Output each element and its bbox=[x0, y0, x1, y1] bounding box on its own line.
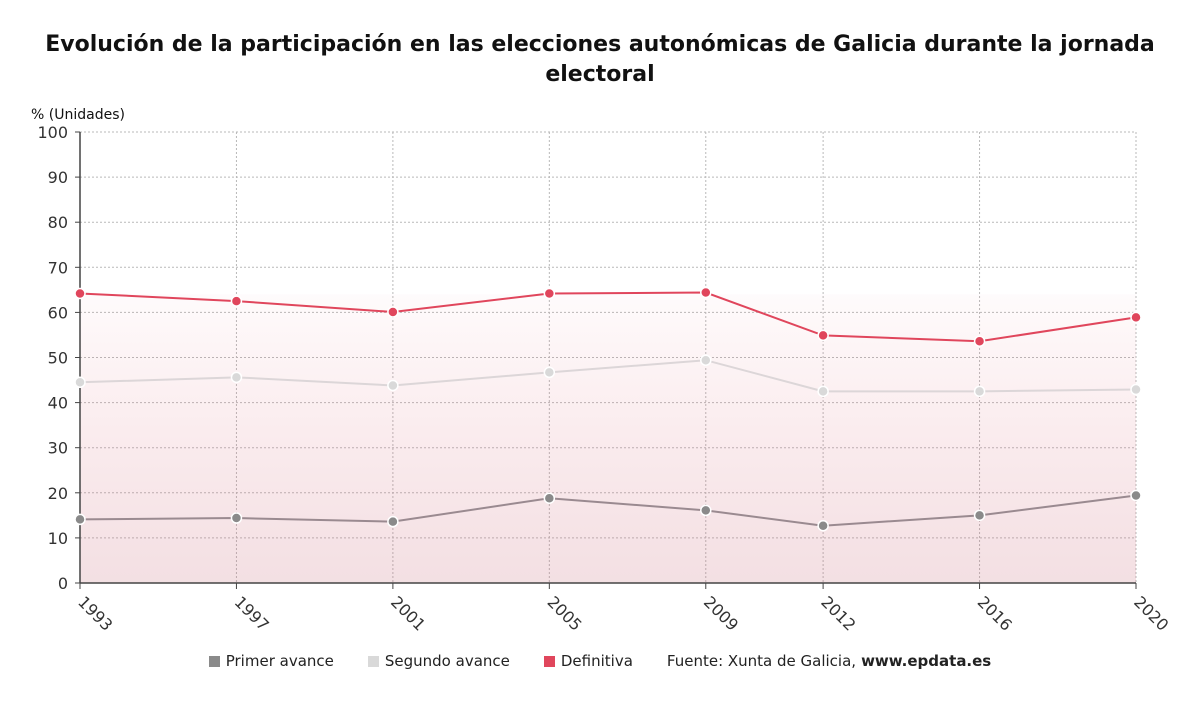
data-point-definitiva bbox=[74, 287, 86, 300]
legend-item-primer-avance[interactable]: Primer avance bbox=[208, 652, 334, 670]
data-point-segundo-avance bbox=[1130, 383, 1142, 396]
x-tick-label: 2020 bbox=[1130, 592, 1172, 634]
data-point-segundo-avance bbox=[817, 385, 829, 398]
legend-swatch-definitiva bbox=[543, 655, 555, 667]
y-tick-label: 20 bbox=[48, 484, 68, 503]
data-point-definitiva bbox=[700, 286, 712, 299]
data-point-primer-avance bbox=[973, 509, 986, 522]
legend-label-segundo-avance: Segundo avance bbox=[384, 652, 510, 670]
x-tick-label: 2005 bbox=[544, 592, 586, 634]
data-point-primer-avance bbox=[74, 513, 86, 526]
data-point-primer-avance bbox=[230, 512, 243, 524]
y-tick-label: 70 bbox=[48, 258, 68, 277]
data-point-definitiva bbox=[230, 295, 243, 307]
y-tick-label: 60 bbox=[48, 303, 68, 322]
legend: Primer avance Segundo avance Definitiva … bbox=[0, 652, 1200, 670]
y-tick-label: 50 bbox=[48, 349, 68, 368]
y-tick-label: 90 bbox=[48, 168, 68, 187]
data-point-primer-avance bbox=[1130, 489, 1142, 502]
legend-item-definitiva[interactable]: Definitiva bbox=[543, 652, 633, 670]
source-note: Fuente: Xunta de Galicia, www.epdata.es bbox=[667, 652, 991, 670]
data-point-primer-avance bbox=[817, 519, 829, 532]
data-point-definitiva bbox=[543, 287, 556, 300]
data-point-segundo-avance bbox=[973, 385, 986, 398]
series-line-primer-avance bbox=[79, 494, 1137, 527]
data-point-primer-avance bbox=[700, 504, 712, 517]
y-tick-label: 100 bbox=[37, 123, 68, 142]
x-tick-label: 2012 bbox=[817, 592, 859, 634]
data-point-definitiva bbox=[1130, 311, 1142, 324]
y-tick-label: 0 bbox=[58, 574, 68, 593]
y-tick-label: 40 bbox=[48, 394, 68, 413]
data-point-primer-avance bbox=[387, 515, 399, 528]
y-tick-label: 30 bbox=[48, 439, 68, 458]
x-tick-label: 1997 bbox=[231, 592, 273, 634]
legend-label-definitiva: Definitiva bbox=[560, 652, 633, 670]
data-point-definitiva bbox=[973, 335, 986, 348]
data-point-segundo-avance bbox=[700, 354, 712, 366]
legend-swatch-segundo-avance bbox=[367, 655, 379, 667]
legend-swatch-primer-avance bbox=[208, 655, 220, 667]
source-link[interactable]: www.epdata.es bbox=[861, 652, 992, 670]
series-line-definitiva bbox=[79, 291, 1137, 343]
source-label: Fuente: Xunta de Galicia, bbox=[666, 652, 857, 670]
data-point-segundo-avance bbox=[543, 366, 556, 379]
data-point-definitiva bbox=[387, 306, 399, 318]
x-tick-label: 2009 bbox=[700, 592, 742, 634]
data-point-definitiva bbox=[817, 329, 829, 342]
data-point-segundo-avance bbox=[387, 379, 399, 392]
data-point-segundo-avance bbox=[74, 376, 86, 389]
x-tick-label: 2016 bbox=[974, 592, 1016, 634]
legend-label-primer-avance: Primer avance bbox=[225, 652, 334, 670]
y-tick-label: 10 bbox=[48, 529, 68, 548]
y-tick-label: 80 bbox=[48, 213, 68, 232]
data-point-primer-avance bbox=[543, 492, 556, 504]
plot-area-fill bbox=[80, 294, 1136, 583]
y-axis-label: % (Unidades) bbox=[31, 107, 125, 123]
x-tick-label: 1993 bbox=[74, 592, 116, 634]
chart-title: Evolución de la participación en las ele… bbox=[45, 32, 1155, 87]
legend-item-segundo-avance[interactable]: Segundo avance bbox=[367, 652, 510, 670]
data-point-segundo-avance bbox=[230, 371, 243, 384]
series-line-segundo-avance bbox=[79, 359, 1137, 393]
x-tick-label: 2001 bbox=[387, 592, 429, 634]
